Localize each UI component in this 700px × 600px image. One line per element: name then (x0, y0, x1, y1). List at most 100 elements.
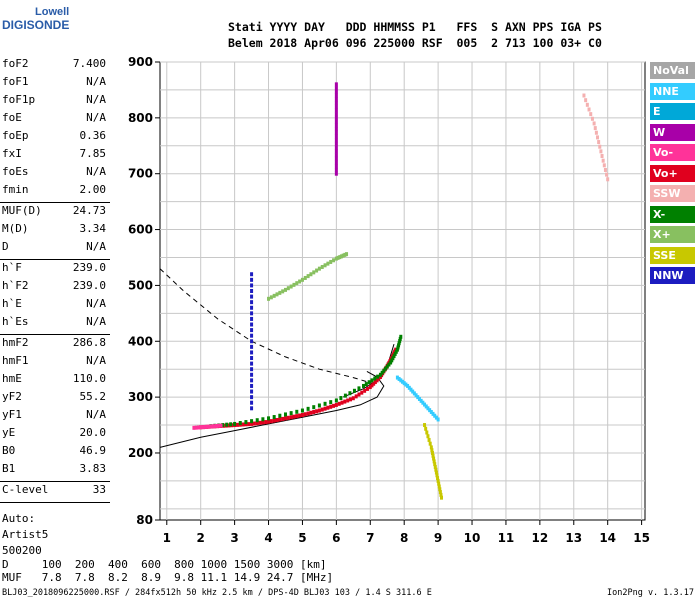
echo-point (365, 386, 369, 391)
echo-point (238, 421, 242, 426)
param-value: N/A (86, 165, 106, 178)
echo-point (250, 305, 254, 310)
echo-point (252, 421, 256, 426)
echo-point (210, 424, 214, 429)
echo-point (434, 470, 438, 475)
echo-point (351, 396, 355, 401)
auto-line2: Artist5 (2, 528, 49, 541)
param-value: 239.0 (72, 279, 106, 292)
echo-point (315, 268, 319, 273)
echo-point (295, 409, 299, 414)
echo-point (398, 336, 402, 341)
echo-point (317, 403, 321, 408)
echo-point (334, 141, 338, 146)
echo-point (250, 316, 254, 321)
param-row: hmE 110.0 (2, 372, 106, 390)
echo-point (352, 388, 356, 393)
param-separator (0, 259, 110, 260)
echo-point (320, 264, 324, 269)
echo-point (592, 121, 596, 126)
echo-point (244, 422, 248, 427)
echo-point (606, 177, 610, 182)
echo-point (334, 171, 338, 176)
echo-point (283, 416, 287, 421)
echo-point (215, 423, 219, 428)
echo-point (334, 127, 338, 132)
echo-point (345, 252, 349, 257)
echo-point (334, 134, 338, 139)
echo-point (600, 154, 604, 159)
param-label: foF1p (2, 93, 36, 106)
echo-point (436, 476, 440, 481)
echo-point (255, 421, 259, 426)
y-tick-label: 200 (128, 446, 153, 460)
footer-version: Ion2Png v. 1.3.17 (607, 588, 694, 598)
echo-point (426, 434, 430, 439)
echo-point (289, 415, 293, 420)
echo-point (423, 423, 427, 428)
echo-point (217, 423, 221, 428)
echo-point (334, 112, 338, 117)
echo-point (424, 404, 428, 409)
echo-point (417, 396, 421, 401)
echo-point (373, 376, 377, 381)
param-label: h`F2 (2, 279, 29, 292)
param-label: foEp (2, 129, 29, 142)
legend-item: NNW (650, 267, 695, 284)
echo-point (199, 425, 203, 430)
legend-item: NNE (650, 82, 695, 100)
echo-point (426, 406, 430, 411)
echo-point (390, 358, 394, 363)
echo-point (436, 478, 440, 483)
y-tick-label: 800 (128, 111, 153, 125)
echo-point (343, 399, 347, 404)
echo-point (585, 102, 589, 107)
echo-point (589, 112, 593, 117)
logo-line2: DIGISONDE (2, 18, 70, 32)
y-tick-label: 700 (128, 167, 153, 181)
echo-point (391, 356, 395, 361)
param-separator (0, 334, 110, 335)
param-label: foF1 (2, 75, 29, 88)
param-value: 33 (92, 483, 106, 496)
echo-point (283, 287, 287, 292)
echo-point (250, 419, 254, 424)
echo-point (432, 456, 436, 461)
digisonde-logo: Lowell DIGISONDE (2, 6, 72, 34)
echo-point (433, 464, 437, 469)
echo-point (300, 277, 304, 282)
param-row: h`Es N/A (2, 315, 106, 333)
echo-point (438, 490, 442, 495)
y-tick-label: 500 (128, 278, 153, 292)
echo-point (309, 410, 313, 415)
param-row: C-level 33 (2, 483, 106, 501)
echo-point (603, 167, 607, 172)
echo-point (360, 390, 364, 395)
echo-point (225, 422, 229, 427)
echo-point (602, 163, 606, 168)
echo-point (334, 123, 338, 128)
echo-point (404, 382, 408, 387)
echo-point (334, 89, 338, 94)
echo-point (440, 495, 444, 500)
param-row: M(D) 3.34 (2, 222, 106, 240)
echo-point (436, 417, 440, 422)
echo-point (357, 386, 361, 391)
param-label: C-level (2, 483, 49, 496)
echo-point (429, 410, 433, 415)
echo-point (425, 430, 429, 435)
muf-row: MUF 7.8 7.8 8.2 8.9 9.8 11.1 14.9 24.7 [… (2, 571, 334, 584)
echo-point (433, 413, 437, 418)
param-value: N/A (86, 75, 106, 88)
param-value: N/A (86, 408, 106, 421)
echo-point (437, 484, 441, 489)
echo-point (250, 277, 254, 282)
echo-point (594, 130, 598, 135)
echo-point (375, 378, 379, 383)
echo-point (281, 416, 285, 421)
legend-item: X- (650, 205, 695, 223)
echo-point (292, 282, 296, 287)
echo-point (221, 423, 225, 428)
